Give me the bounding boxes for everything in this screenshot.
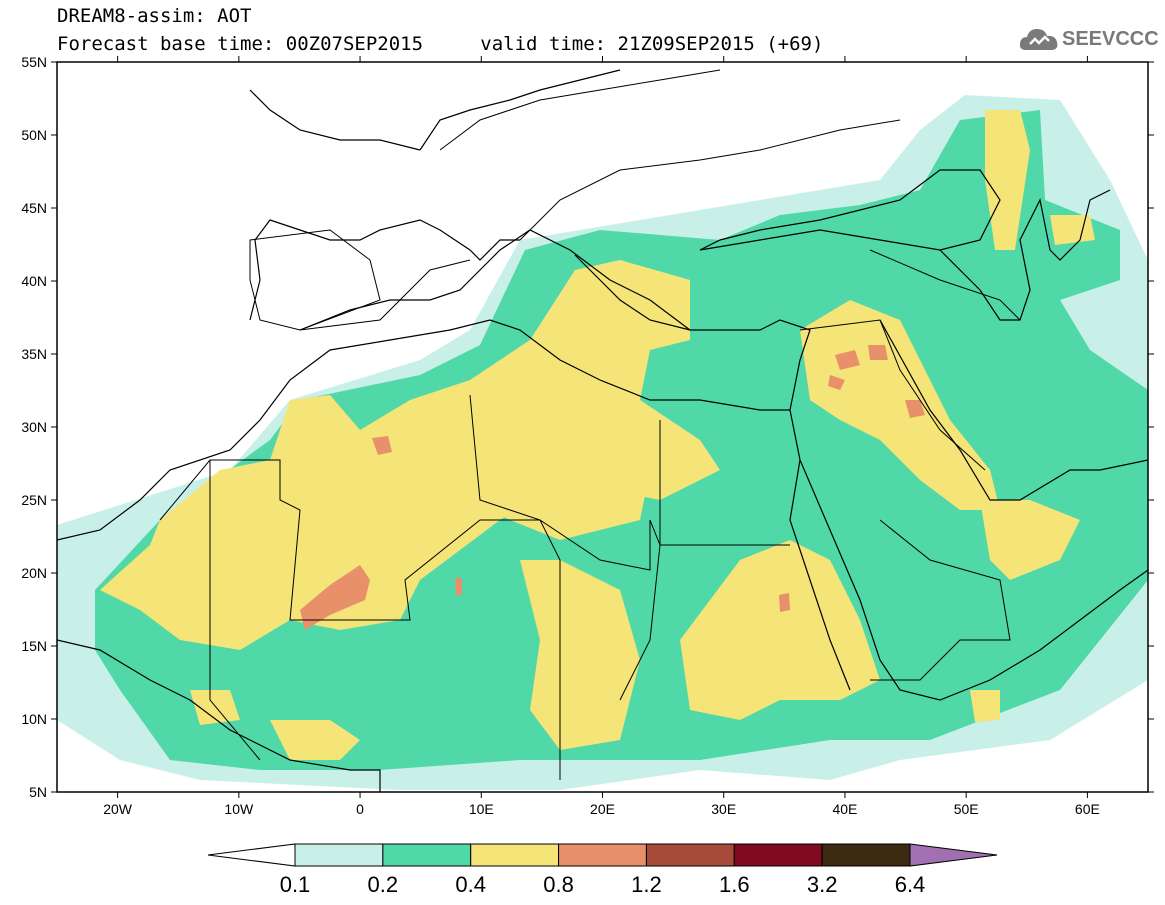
lon-tick-label: 60E	[1075, 801, 1100, 817]
lat-tick-label: 30N	[21, 419, 47, 435]
map-title: DREAM8-assim: AOT	[57, 5, 252, 27]
lon-tick-label: 20W	[103, 801, 133, 817]
lat-tick-label: 45N	[21, 200, 47, 216]
lat-tick-label: 10N	[21, 711, 47, 727]
logo-text: SEEVCCC	[1062, 28, 1159, 50]
colorbar-label: 1.6	[719, 872, 750, 897]
forecast-times: Forecast base time: 00Z07SEP2015 valid t…	[57, 34, 823, 54]
colorbar-box	[645, 843, 735, 867]
colorbar-label: 1.2	[631, 872, 662, 897]
lon-tick-label: 20E	[590, 801, 615, 817]
colorbar-under-arrow	[207, 843, 296, 867]
colorbar-label: 0.4	[455, 872, 486, 897]
base-time-label: Forecast base time: 00Z07SEP2015	[57, 33, 424, 55]
colorbar-box	[733, 843, 823, 867]
colorbar-box	[558, 843, 647, 867]
colorbar-label: 0.1	[280, 872, 311, 897]
valid-time-label: valid time: 21Z09SEP2015 (+69)	[480, 33, 824, 55]
colorbar-box	[382, 843, 472, 867]
colorbar-label: 3.2	[807, 872, 838, 897]
lon-axis: 20W 10W 0 10E 20E 30E 40E 50E 60E	[103, 56, 1100, 817]
colorbar-label: 6.4	[895, 872, 926, 897]
lat-tick-label: 20N	[21, 565, 47, 581]
cloud-icon	[1019, 29, 1058, 50]
colorbar-box	[470, 843, 560, 867]
lat-tick-label: 5N	[29, 784, 47, 800]
lon-tick-label: 10W	[224, 801, 254, 817]
lat-tick-label: 35N	[21, 346, 47, 362]
lat-tick-label: 25N	[21, 492, 47, 508]
lat-axis: 55N 50N 45N 40N 35N 30N 25N 20N 15N 10N 5N	[21, 54, 1154, 800]
lon-tick-label: 50E	[954, 801, 979, 817]
lon-tick-label: 30E	[711, 801, 736, 817]
lat-tick-label: 40N	[21, 273, 47, 289]
lon-tick-label: 40E	[832, 801, 857, 817]
lat-tick-label: 55N	[21, 54, 47, 70]
colorbar: 0.1 0.2 0.4 0.8 1.2 1.6 3.2 6.4	[207, 843, 998, 897]
colorbar-label: 0.8	[543, 872, 574, 897]
lon-tick-label: 10E	[469, 801, 494, 817]
lon-tick-label: 0	[356, 801, 364, 817]
aot-contour-0.8-1.2	[300, 345, 925, 630]
colorbar-box	[821, 843, 911, 867]
lat-tick-label: 50N	[21, 127, 47, 143]
colorbar-box	[294, 843, 384, 867]
coastlines	[57, 69, 1148, 792]
seevccc-logo: SEEVCCC	[1018, 24, 1159, 56]
lat-tick-label: 15N	[21, 638, 47, 654]
colorbar-label: 0.2	[368, 872, 399, 897]
colorbar-over-arrow	[909, 843, 998, 867]
